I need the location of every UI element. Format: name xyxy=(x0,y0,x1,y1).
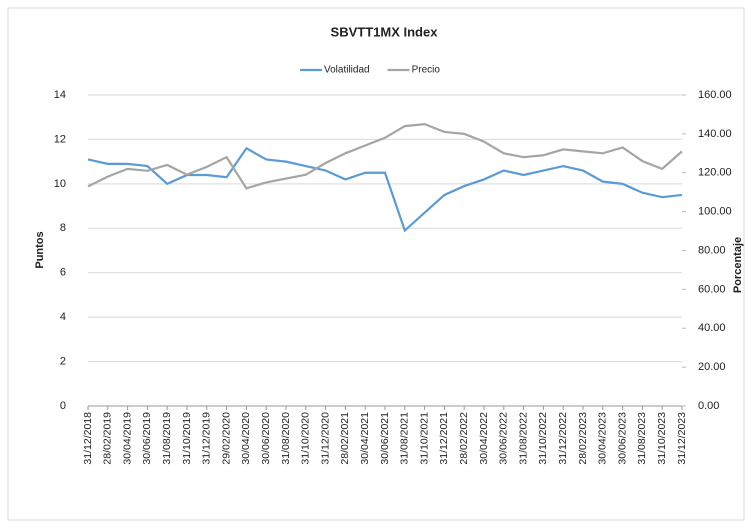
x-tick-label: 28/02/2022 xyxy=(458,412,470,465)
x-tick-label: 31/08/2020 xyxy=(280,412,292,465)
y2-tick-label: 20.00 xyxy=(698,361,726,373)
y-tick-label: 4 xyxy=(60,311,66,323)
x-tick-label: 31/08/2022 xyxy=(517,412,529,465)
x-tick-label: 30/04/2023 xyxy=(597,412,609,465)
y2-tick-label: 140.00 xyxy=(698,128,732,140)
y2-tick-label: 40.00 xyxy=(698,322,726,334)
x-tick-label: 28/02/2023 xyxy=(577,412,589,465)
y2-tick-label: 100.00 xyxy=(698,206,732,218)
x-tick-label: 29/02/2020 xyxy=(220,412,232,465)
x-tick-label: 28/02/2021 xyxy=(339,412,351,465)
chart-title: SBVTT1MX Index xyxy=(331,24,439,39)
x-tick-label: 31/12/2023 xyxy=(676,412,688,465)
chart-frame xyxy=(7,7,745,521)
y2-tick-label: 80.00 xyxy=(698,244,726,256)
y-tick-label: 10 xyxy=(54,178,66,190)
x-tick-label: 30/06/2020 xyxy=(260,412,272,465)
x-tick-label: 30/06/2023 xyxy=(616,412,628,465)
series-line xyxy=(87,123,683,190)
x-tick-label: 31/12/2021 xyxy=(438,412,450,465)
legend-label: Volatilidad xyxy=(324,65,370,76)
x-tick-label: 31/12/2019 xyxy=(201,412,213,465)
x-tick-label: 31/08/2023 xyxy=(636,412,648,465)
x-tick-label: 31/12/2020 xyxy=(319,412,331,465)
y-tick-label: 12 xyxy=(54,133,66,145)
x-tick-label: 30/06/2021 xyxy=(379,412,391,465)
x-tick-label: 31/12/2018 xyxy=(82,412,94,465)
y2-tick-label: 0.00 xyxy=(698,400,719,412)
legend-label: Precio xyxy=(412,65,441,76)
y-tick-label: 6 xyxy=(60,267,66,279)
y2-tick-label: 120.00 xyxy=(698,167,732,179)
x-tick-label: 30/06/2019 xyxy=(141,412,153,465)
x-tick-label: 28/02/2019 xyxy=(102,412,114,465)
x-tick-label: 30/04/2019 xyxy=(121,412,133,465)
y-tick-label: 14 xyxy=(54,89,66,101)
x-tick-label: 30/04/2021 xyxy=(359,412,371,465)
x-tick-label: 31/12/2022 xyxy=(557,412,569,465)
x-tick-label: 31/10/2020 xyxy=(300,412,312,465)
x-tick-label: 30/04/2022 xyxy=(478,412,490,465)
x-tick-label: 31/08/2019 xyxy=(161,412,173,465)
x-tick-label: 30/04/2020 xyxy=(240,412,252,465)
y2-tick-label: 60.00 xyxy=(698,283,726,295)
y-tick-label: 2 xyxy=(60,355,66,367)
y-tick-label: 8 xyxy=(60,222,66,234)
y-tick-label: 0 xyxy=(60,400,66,412)
x-tick-label: 31/10/2021 xyxy=(418,412,430,465)
y2-tick-label: 160.00 xyxy=(698,89,732,101)
y2-axis-label: Porcentaje xyxy=(732,237,744,293)
x-tick-label: 31/10/2019 xyxy=(181,412,193,465)
x-tick-label: 31/10/2022 xyxy=(537,412,549,465)
x-tick-label: 31/10/2023 xyxy=(656,412,668,465)
x-tick-label: 31/08/2021 xyxy=(399,412,411,465)
x-tick-label: 30/06/2022 xyxy=(498,412,510,465)
y-axis-label: Puntos xyxy=(34,231,46,268)
